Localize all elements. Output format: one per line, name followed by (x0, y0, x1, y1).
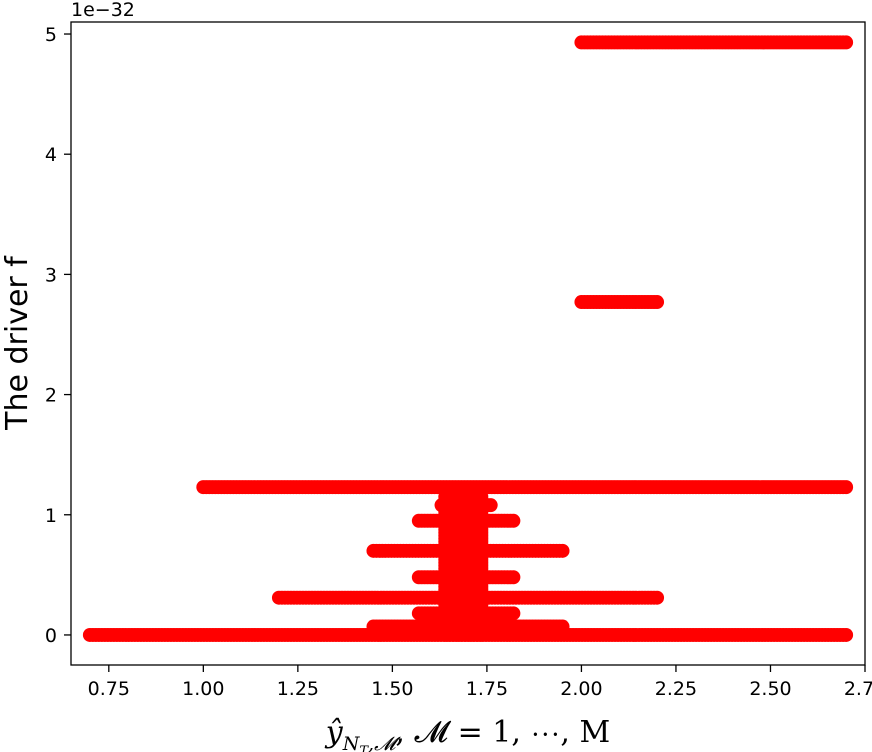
y-axis-title: The driver f (0, 255, 35, 431)
y-offset-label: 1e−32 (71, 0, 135, 21)
x-tick-label: 1.75 (466, 678, 508, 700)
data-point-segment-3 (650, 590, 665, 605)
data-point-cluster (474, 627, 489, 642)
data-point-segment-9 (650, 295, 665, 310)
data-point-segment-4 (506, 570, 521, 585)
data-point-segment-5 (555, 543, 570, 558)
x-tick-label: 2.00 (560, 678, 602, 700)
x-tick-label: 2.75 (844, 678, 872, 700)
x-tick-label: 1.50 (371, 678, 413, 700)
y-tick-label: 5 (45, 24, 57, 46)
x-tick-label: 0.75 (88, 678, 130, 700)
data-points-layer (82, 35, 854, 642)
data-point-segment-6 (506, 513, 521, 528)
x-axis-title: ŷNT,𝓜, 𝓜 = 1, ⋯, M (324, 715, 610, 752)
x-tick-label: 1.25 (277, 678, 319, 700)
data-point-segment-1 (555, 619, 570, 634)
x-tick-label: 2.50 (749, 678, 791, 700)
data-point-segment-10 (839, 35, 854, 50)
data-point-segment-2 (506, 606, 521, 621)
y-tick-label: 0 (45, 625, 57, 647)
x-tick-label: 2.25 (655, 678, 697, 700)
y-tick-label: 2 (45, 385, 57, 407)
y-axis: 0 1 2 3 4 5 (45, 24, 71, 647)
y-tick-label: 4 (45, 144, 57, 166)
x-tick-label: 1.00 (182, 678, 224, 700)
y-tick-label: 3 (45, 264, 57, 286)
data-point-segment-0 (839, 627, 854, 642)
data-point-segment-8 (839, 480, 854, 495)
plot-frame (70, 21, 866, 666)
y-tick-label: 1 (45, 505, 57, 527)
x-axis: 0.75 1.00 1.25 1.50 1.75 2.00 2.25 2.50 2.75 (88, 665, 872, 700)
